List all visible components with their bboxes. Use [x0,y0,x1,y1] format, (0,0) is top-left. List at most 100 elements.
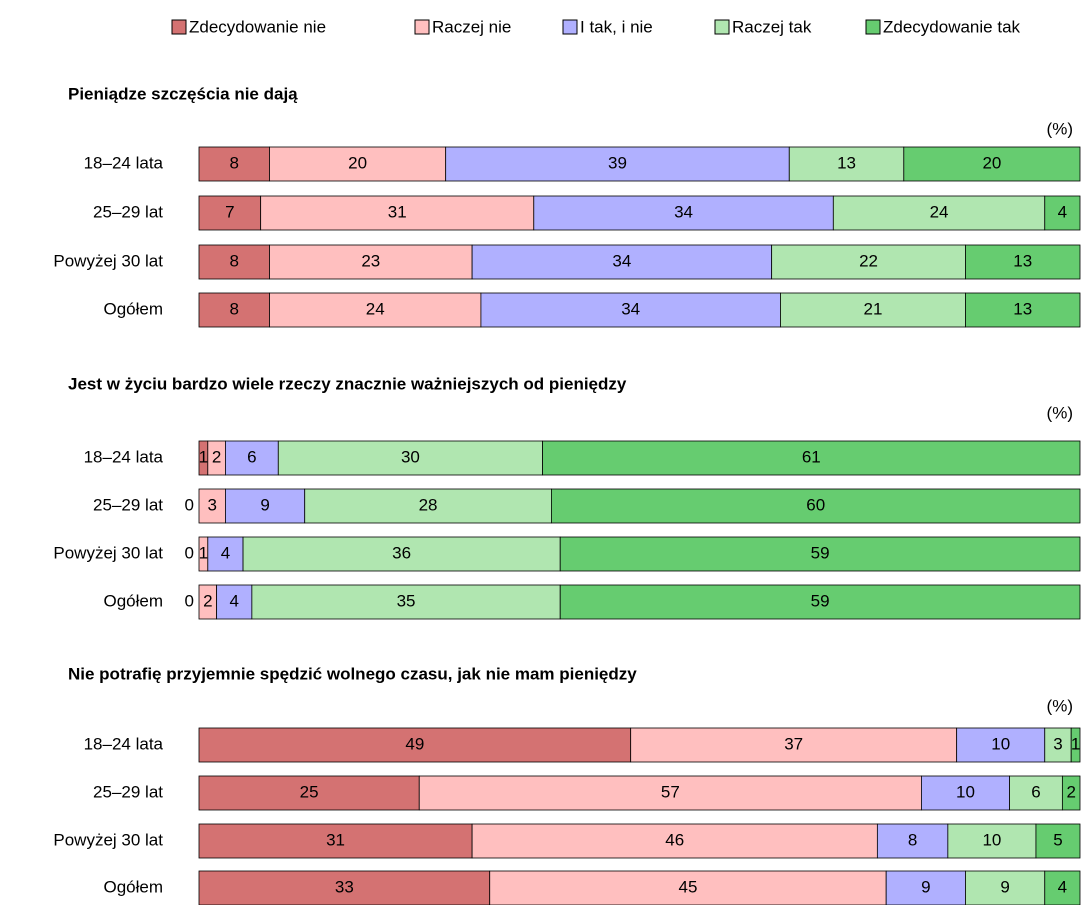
value-label: 9 [1000,877,1009,896]
legend-swatch [171,19,187,35]
value-label: 23 [361,251,380,270]
bar-segment [225,488,306,524]
value-label: 9 [921,877,930,896]
bar-segment [965,870,1046,905]
value-label: 8 [908,830,917,849]
bar-segment [1044,870,1081,905]
legend-label: Raczej tak [732,17,812,36]
bar-segment [903,146,1081,182]
bar-segment [1070,727,1081,763]
legend-label: Raczej nie [432,17,511,36]
category-label: Ogółem [103,591,163,610]
value-label: 60 [806,495,825,514]
bar-segment [418,775,922,811]
legend-swatch [414,19,430,35]
value-label: 0 [185,591,194,610]
value-label: 8 [230,299,239,318]
value-label: 0 [185,543,194,562]
category-label: 18–24 lata [84,734,164,753]
value-label: 13 [837,153,856,172]
unit-label: (%) [1047,119,1073,138]
value-label: 3 [1053,734,1062,753]
bar-segment [876,823,949,859]
value-label: 7 [225,202,234,221]
value-label: 9 [260,495,269,514]
value-label: 25 [300,782,319,801]
panel-title: Pieniądze szczęścia nie dają [68,84,298,103]
value-label: 1 [199,543,208,562]
value-label: 39 [608,153,627,172]
unit-label: (%) [1047,696,1073,715]
category-label: 18–24 lata [84,153,164,172]
unit-label: (%) [1047,403,1073,422]
value-label: 36 [392,543,411,562]
value-label: 10 [956,782,975,801]
category-label: Ogółem [103,877,163,896]
bar-segment [489,870,887,905]
bar-segment [269,292,482,328]
value-label: 57 [661,782,680,801]
value-label: 4 [1058,877,1067,896]
bar-segment [965,244,1081,280]
legend-label: Zdecydowanie nie [189,17,326,36]
value-label: 2 [1066,782,1075,801]
value-label: 8 [230,153,239,172]
bar-segment [771,244,966,280]
legend-swatch [865,19,881,35]
category-label: Powyżej 30 lat [53,830,163,849]
value-label: 59 [811,543,830,562]
category-label: 25–29 lat [93,495,163,514]
bar-segment [445,146,790,182]
bar-segment [832,195,1046,231]
bar-segment [198,727,632,763]
value-label: 2 [212,447,221,466]
value-label: 13 [1013,251,1032,270]
bar-segment [551,488,1081,524]
value-label: 4 [221,543,230,562]
bar-segment [1035,823,1081,859]
category-label: Powyżej 30 lat [53,251,163,270]
value-label: 59 [811,591,830,610]
value-label: 22 [859,251,878,270]
bar-segment [480,292,781,328]
panel-title: Nie potrafię przyjemnie spędzić wolnego … [68,664,637,683]
value-label: 24 [366,299,385,318]
value-label: 6 [247,447,256,466]
bar-segment [1009,775,1063,811]
value-label: 35 [397,591,416,610]
category-label: 25–29 lat [93,782,163,801]
value-label: 20 [982,153,1001,172]
bar-segment [471,244,773,280]
bar-segment [1044,727,1072,763]
bar-segment [198,195,262,231]
value-label: 2 [203,591,212,610]
legend-label: Zdecydowanie tak [883,17,1021,36]
value-label: 8 [230,251,239,270]
category-label: Powyżej 30 lat [53,543,163,562]
bar-segment [1044,195,1081,231]
value-label: 34 [674,202,693,221]
bar-segment [780,292,966,328]
value-label: 13 [1013,299,1032,318]
bar-segment [198,775,420,811]
value-label: 28 [419,495,438,514]
value-label: 21 [864,299,883,318]
bar-segment [216,584,253,620]
value-label: 10 [982,830,1001,849]
value-label: 24 [930,202,949,221]
bar-segment [260,195,535,231]
value-label: 1 [199,447,208,466]
value-label: 37 [784,734,803,753]
value-label: 34 [621,299,640,318]
value-label: 31 [326,830,345,849]
bar-segment [965,292,1081,328]
value-label: 5 [1053,830,1062,849]
value-label: 4 [1058,202,1067,221]
value-label: 34 [612,251,631,270]
bar-segment [559,584,1081,620]
bar-segment [885,870,966,905]
bar-segment [1061,775,1081,811]
bar-segment [947,823,1037,859]
legend-swatch [714,19,730,35]
